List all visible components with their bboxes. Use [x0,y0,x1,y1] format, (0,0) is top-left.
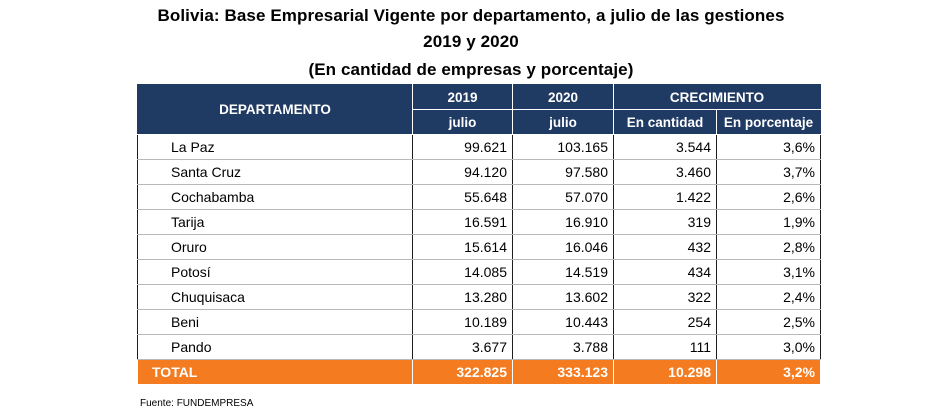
source-note: Fuente: FUNDEMPRESA [140,398,254,409]
cell-porcentaje: 2,8% [715,234,822,260]
cell-2020: 16.910 [512,209,614,235]
cell-departamento: Tarija [137,209,413,235]
cell-2020: 3.788 [512,334,614,360]
table-row: Tarija 16.591 16.910 319 1,9% [137,209,822,235]
header-departamento: DEPARTAMENTO [137,84,413,135]
cell-porcentaje: 3,7% [715,159,822,185]
header-year-2019: 2019 [412,84,513,110]
cell-cantidad: 3.544 [613,134,717,160]
cell-2020: 14.519 [512,259,614,285]
cell-2019: 99.621 [412,134,513,160]
cell-2019: 13.280 [412,284,513,310]
table-row: La Paz 99.621 103.165 3.544 3,6% [137,134,822,160]
cell-porcentaje: 3,0% [715,334,822,360]
cell-2020: 57.070 [512,184,614,210]
business-base-table: DEPARTAMENTO 2019 2020 CRECIMIENTO julio… [137,84,822,385]
header-en-porcentaje: En porcentaje [715,109,822,135]
table-header-row: DEPARTAMENTO 2019 2020 CRECIMIENTO [137,84,822,135]
cell-2019: 3.677 [412,334,513,360]
cell-porcentaje: 2,4% [715,284,822,310]
cell-2020: 13.602 [512,284,614,310]
table-row: Pando 3.677 3.788 111 3,0% [137,334,822,360]
cell-porcentaje: 2,5% [715,309,822,335]
cell-2020: 16.046 [512,234,614,260]
table-row: Potosí 14.085 14.519 434 3,1% [137,259,822,285]
page-title-years: 2019 y 2020 [423,32,519,51]
header-en-cantidad: En cantidad [613,109,717,135]
cell-porcentaje: 1,9% [715,209,822,235]
cell-departamento: La Paz [137,134,413,160]
table-subheader-row: julio julio En cantidad En porcentaje [138,109,822,135]
cell-2019: 10.189 [412,309,513,335]
cell-2019: 14.085 [412,259,513,285]
table-row: Oruro 15.614 16.046 432 2,8% [137,234,822,260]
cell-cantidad: 322 [613,284,717,310]
cell-2020: 103.165 [512,134,614,160]
total-2020: 333.123 [512,359,614,385]
cell-departamento: Santa Cruz [137,159,413,185]
cell-departamento: Pando [137,334,413,360]
header-crecimiento: CRECIMIENTO [612,84,822,110]
cell-cantidad: 3.460 [613,159,717,185]
cell-2020: 97.580 [512,159,614,185]
cell-porcentaje: 3,6% [715,134,822,160]
cell-cantidad: 319 [613,209,717,235]
cell-departamento: Potosí [137,259,413,285]
total-row: TOTAL 322.825 333.123 10.298 3,2% [137,359,822,385]
page-subtitle: (En cantidad de empresas y porcentaje) [308,60,634,79]
cell-2019: 94.120 [412,159,513,185]
cell-2019: 15.614 [412,234,513,260]
cell-departamento: Cochabamba [137,184,413,210]
page-title: Bolivia: Base Empresarial Vigente por de… [157,6,785,25]
table-row: Beni 10.189 10.443 254 2,5% [137,309,822,335]
header-julio-2019: julio [412,109,513,135]
total-cantidad: 10.298 [613,359,717,385]
cell-2019: 16.591 [412,209,513,235]
header-year-2020: 2020 [512,84,614,110]
table-row: Cochabamba 55.648 57.070 1.422 2,6% [137,184,822,210]
cell-2019: 55.648 [412,184,513,210]
header-julio-2020: julio [512,109,614,135]
cell-departamento: Chuquisaca [137,284,413,310]
total-label: TOTAL [137,359,413,385]
table-row: Santa Cruz 94.120 97.580 3.460 3,7% [137,159,822,185]
cell-cantidad: 434 [613,259,717,285]
cell-cantidad: 1.422 [613,184,717,210]
total-porcentaje: 3,2% [715,359,822,385]
cell-cantidad: 254 [613,309,717,335]
table-row: Chuquisaca 13.280 13.602 322 2,4% [137,284,822,310]
cell-cantidad: 111 [613,334,717,360]
cell-departamento: Oruro [137,234,413,260]
cell-porcentaje: 2,6% [715,184,822,210]
cell-departamento: Beni [137,309,413,335]
total-2019: 322.825 [412,359,513,385]
cell-porcentaje: 3,1% [715,259,822,285]
cell-2020: 10.443 [512,309,614,335]
cell-cantidad: 432 [613,234,717,260]
